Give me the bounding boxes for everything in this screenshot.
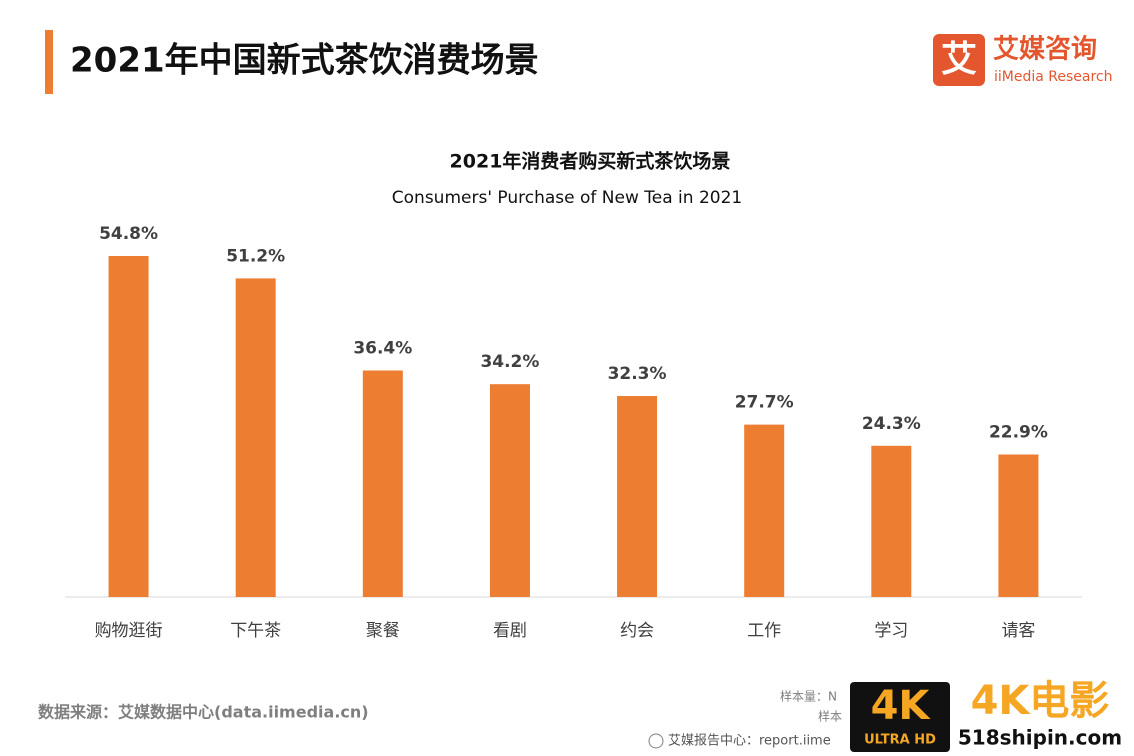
watermark-badge-sub: ULTRA HD bbox=[864, 733, 936, 748]
bar bbox=[998, 454, 1039, 597]
value-label: 32.3% bbox=[608, 364, 667, 384]
bar bbox=[871, 445, 912, 597]
title-accent bbox=[45, 30, 53, 94]
sample-note: 样本量：N bbox=[780, 689, 837, 704]
logo-icon: 艾 bbox=[941, 39, 977, 80]
bar bbox=[362, 370, 403, 597]
watermark-name: 4K电影 bbox=[971, 678, 1110, 724]
logo-name: 艾媒咨询 bbox=[993, 34, 1097, 65]
x-tick-label: 工作 bbox=[747, 621, 781, 641]
sample-note: 样本 bbox=[818, 709, 842, 724]
value-label: 34.2% bbox=[480, 352, 539, 372]
bar bbox=[617, 396, 658, 597]
source: 数据来源：艾媒数据中心(data.iimedia.cn) bbox=[38, 703, 369, 722]
x-tick-label: 请客 bbox=[1001, 621, 1035, 641]
chart-subtitle: Consumers' Purchase of New Tea in 2021 bbox=[392, 188, 742, 208]
watermark-badge bbox=[850, 682, 950, 752]
page-title: 2021年中国新式茶饮消费场景 bbox=[70, 41, 539, 81]
x-tick-label: 下午茶 bbox=[230, 621, 281, 641]
value-label: 27.7% bbox=[735, 393, 794, 413]
value-label: 36.4% bbox=[353, 338, 412, 358]
chart-title: 2021年消费者购买新式茶饮场景 bbox=[450, 150, 731, 173]
x-tick-label: 购物逛街 bbox=[95, 621, 163, 641]
x-tick-label: 看剧 bbox=[493, 621, 527, 641]
logo-sub: iiMedia Research bbox=[994, 69, 1113, 85]
value-label: 22.9% bbox=[989, 423, 1048, 443]
value-label: 24.3% bbox=[862, 414, 921, 434]
value-label: 54.8% bbox=[99, 224, 158, 244]
bar bbox=[744, 424, 785, 597]
watermark-badge-text: 4K bbox=[871, 683, 932, 729]
report-link: 艾媒报告中心：report.iime bbox=[668, 734, 831, 749]
logo-icon-bg bbox=[933, 34, 985, 86]
x-tick-label: 约会 bbox=[620, 621, 654, 641]
x-tick-label: 学习 bbox=[874, 621, 908, 641]
bar bbox=[235, 278, 276, 597]
value-label: 51.2% bbox=[226, 246, 285, 266]
x-tick-label: 聚餐 bbox=[366, 621, 400, 641]
bar bbox=[489, 384, 530, 597]
globe-icon bbox=[648, 733, 664, 749]
bar bbox=[108, 256, 149, 597]
watermark-site: 518shipin.com bbox=[958, 726, 1122, 750]
